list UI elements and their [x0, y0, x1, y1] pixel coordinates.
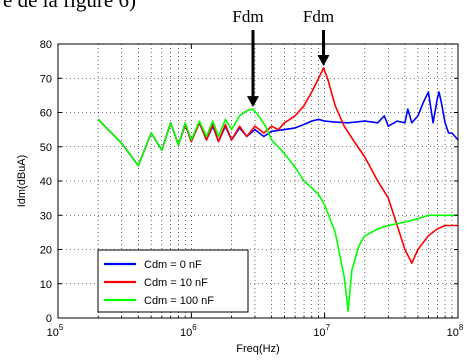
series-line-1 [97, 67, 458, 264]
y-tick-label: 70 [40, 73, 52, 85]
y-tick-label: 10 [40, 279, 52, 291]
legend-label-1: Cdm = 10 nF [144, 277, 208, 289]
legend-label-2: Cdm = 100 nF [144, 295, 214, 307]
series-line-2 [97, 108, 458, 312]
y-tick-label: 80 [40, 39, 52, 51]
y-tick-label: 50 [40, 142, 52, 154]
y-tick-label: 0 [46, 313, 52, 325]
annotation-label-1: Fdm [303, 7, 334, 26]
x-axis-title: Freq(Hz) [236, 343, 279, 355]
y-tick-label: 30 [40, 210, 52, 222]
annotation-arrowhead-1 [317, 54, 330, 66]
x-tick-label: 105 [47, 323, 64, 339]
annotation-arrowhead-0 [246, 96, 259, 108]
legend-label-0: Cdm = 0 nF [144, 259, 202, 271]
x-tick-label: 108 [447, 323, 464, 339]
page-text-fragment: e de la figure 6) [0, 0, 467, 18]
y-tick-label: 60 [40, 108, 52, 120]
x-tick-label: 107 [313, 323, 330, 339]
y-tick-label: 40 [40, 176, 52, 188]
x-tick-label: 106 [180, 323, 197, 339]
y-axis-title: Idm(dBuA) [16, 155, 28, 208]
y-tick-label: 20 [40, 245, 52, 257]
page-text-fragment-line: e de la figure 6) [3, 0, 136, 12]
annotation-label-0: Fdm [232, 7, 263, 26]
